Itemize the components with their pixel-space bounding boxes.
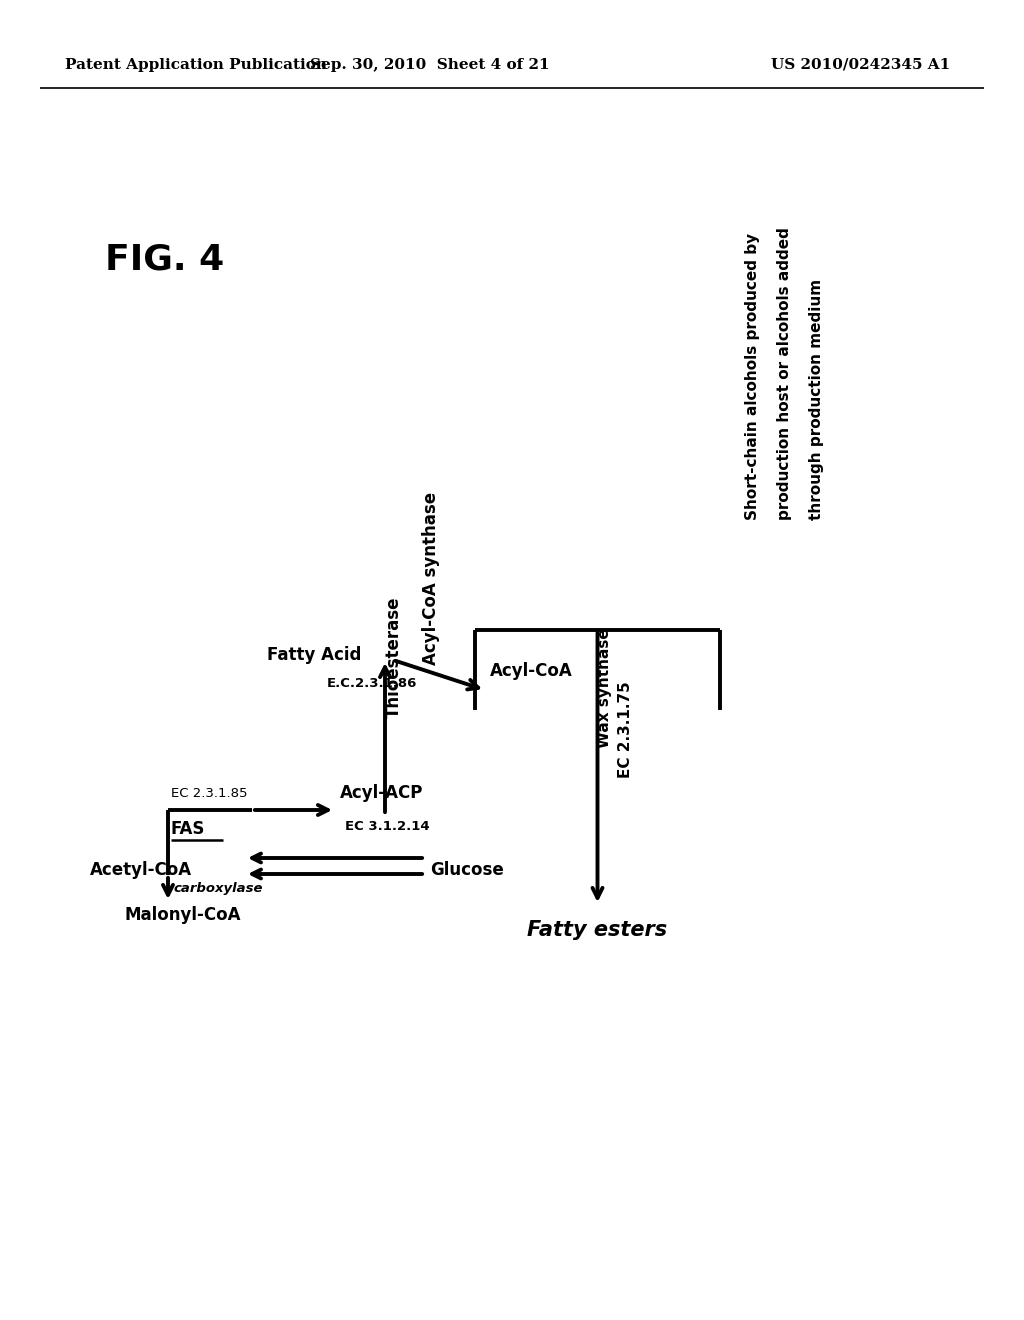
Text: Sep. 30, 2010  Sheet 4 of 21: Sep. 30, 2010 Sheet 4 of 21 xyxy=(310,58,550,73)
Text: EC 3.1.2.14: EC 3.1.2.14 xyxy=(345,820,430,833)
Text: FAS: FAS xyxy=(171,820,206,838)
Text: Malonyl-CoA: Malonyl-CoA xyxy=(125,906,242,924)
Text: EC 2.3.1.75: EC 2.3.1.75 xyxy=(617,681,633,777)
Text: Acyl-CoA: Acyl-CoA xyxy=(490,663,572,680)
Text: US 2010/0242345 A1: US 2010/0242345 A1 xyxy=(771,58,950,73)
Text: E.C.2.3.1.86: E.C.2.3.1.86 xyxy=(327,677,418,690)
Text: FIG. 4: FIG. 4 xyxy=(105,243,224,277)
Text: production host or alcohols added: production host or alcohols added xyxy=(777,227,792,520)
Text: Thioesterase: Thioesterase xyxy=(385,597,403,718)
Text: carboxylase: carboxylase xyxy=(174,882,263,895)
Text: through production medium: through production medium xyxy=(809,279,824,520)
Text: Patent Application Publication: Patent Application Publication xyxy=(65,58,327,73)
Text: Fatty Acid: Fatty Acid xyxy=(267,645,361,664)
Text: Fatty esters: Fatty esters xyxy=(527,920,668,940)
Text: Short-chain alcohols produced by: Short-chain alcohols produced by xyxy=(745,232,760,520)
Text: Wax synthase: Wax synthase xyxy=(597,628,612,747)
Text: Acetyl-CoA: Acetyl-CoA xyxy=(90,861,193,879)
Text: Glucose: Glucose xyxy=(430,861,504,879)
Text: EC 2.3.1.85: EC 2.3.1.85 xyxy=(171,787,248,800)
Text: Acyl-CoA synthase: Acyl-CoA synthase xyxy=(422,492,440,665)
Text: Acyl-ACP: Acyl-ACP xyxy=(340,784,423,803)
